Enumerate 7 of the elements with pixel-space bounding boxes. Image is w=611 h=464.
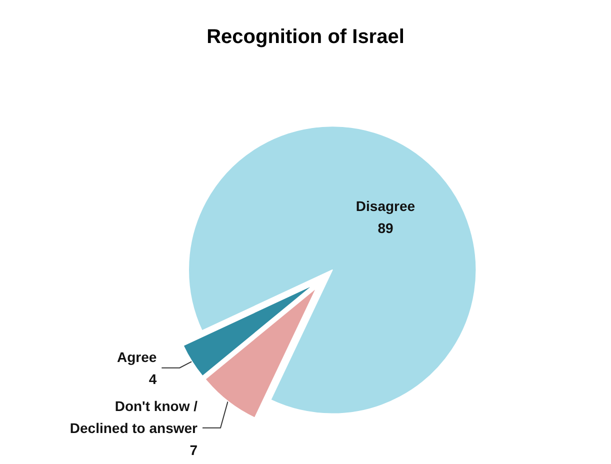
slice-label: Agree bbox=[116, 348, 157, 365]
slice-label: Don't know / Declined to answer bbox=[70, 398, 198, 436]
data-label: 89 bbox=[378, 220, 394, 236]
data-label: 7 bbox=[190, 442, 198, 458]
chart-title: Recognition of Israel bbox=[206, 26, 404, 48]
data-label: 4 bbox=[148, 370, 157, 387]
slice-label: Disagree bbox=[356, 198, 416, 214]
